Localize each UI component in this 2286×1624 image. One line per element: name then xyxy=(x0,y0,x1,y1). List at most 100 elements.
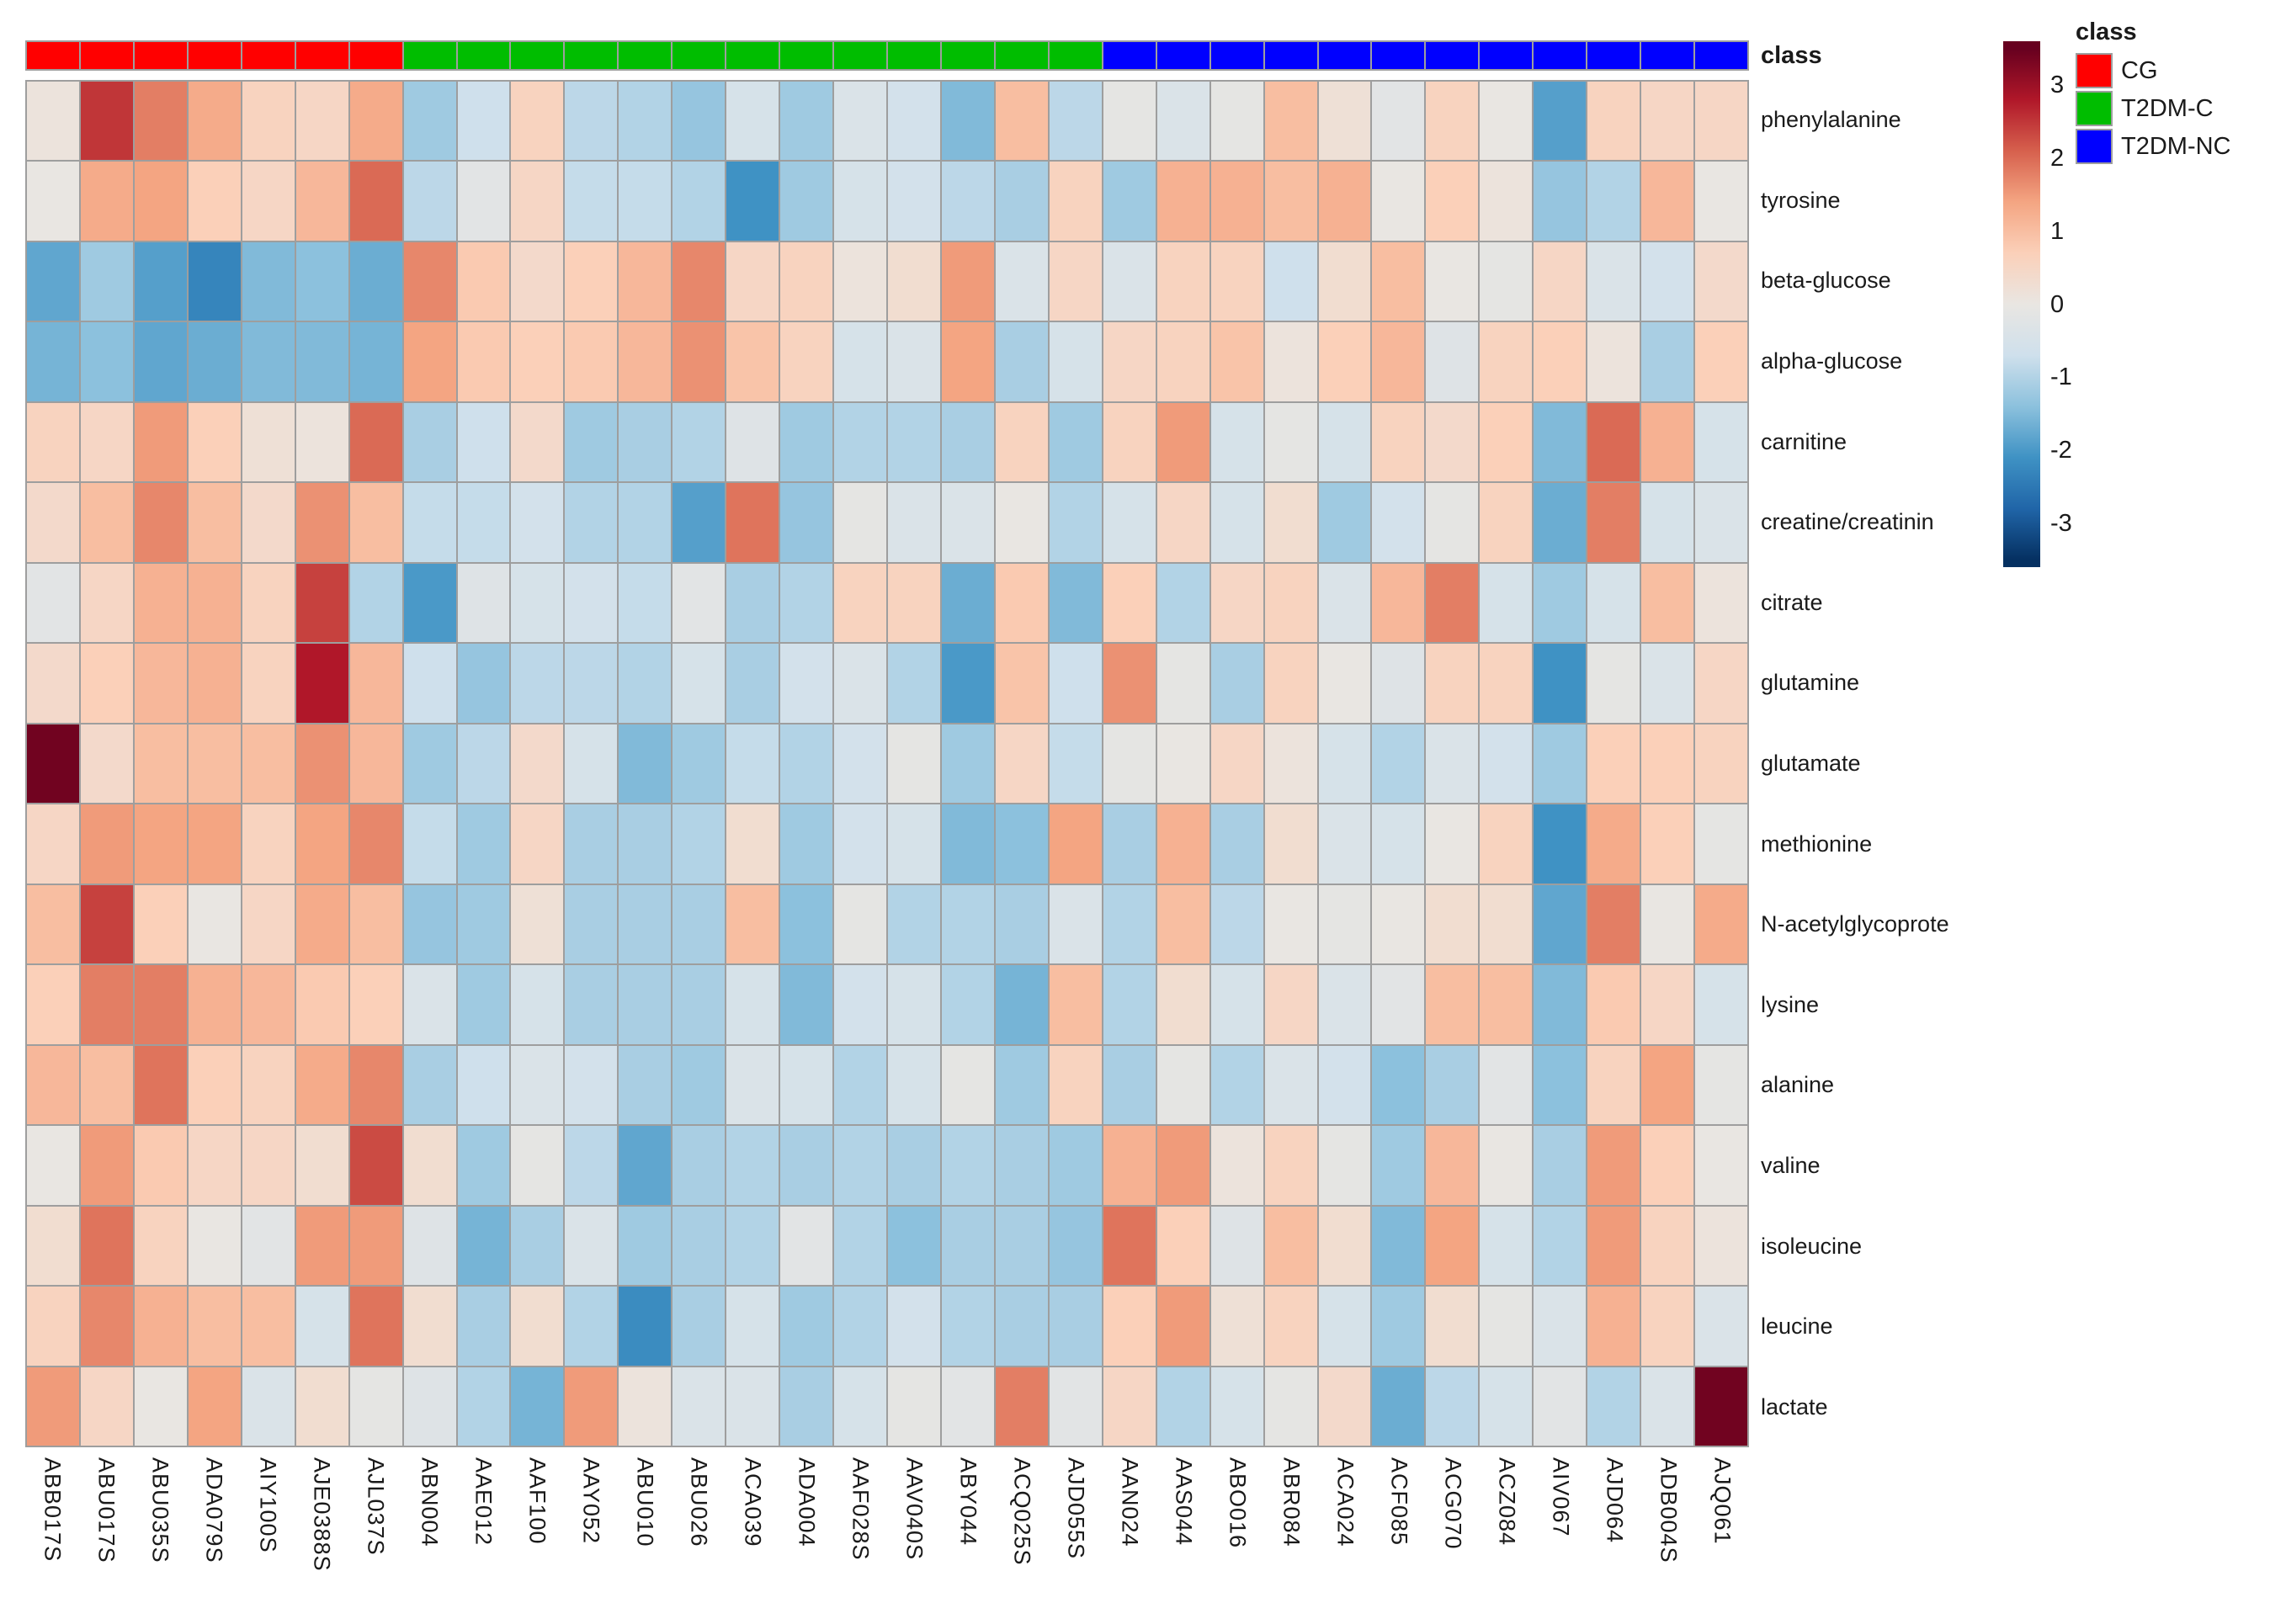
heatmap-cell xyxy=(242,1045,295,1125)
heatmap-cell xyxy=(1156,162,1209,241)
heatmap-cell xyxy=(1587,965,1640,1044)
heatmap-cell xyxy=(780,563,833,643)
heatmap-cell xyxy=(726,402,779,482)
heatmap-cell xyxy=(834,162,886,241)
annotation-cell-AIY100S xyxy=(242,42,295,69)
column-label-slot: ACG070 xyxy=(1426,1457,1480,1572)
row-label: phenylalanine xyxy=(1761,107,1901,133)
heatmap-cell xyxy=(995,563,1048,643)
heatmap-cell xyxy=(1695,804,1747,884)
heatmap-cell xyxy=(80,241,133,321)
heatmap-cell xyxy=(1426,1367,1479,1446)
heatmap-cell xyxy=(1641,82,1694,161)
heatmap-cell xyxy=(1264,82,1317,161)
heatmap-cell xyxy=(27,1287,79,1366)
heatmap-cell xyxy=(726,1287,779,1366)
colorbar-tick: -1 xyxy=(2050,364,2072,391)
heatmap-cell xyxy=(27,1045,79,1125)
column-label-slot: AAV040S xyxy=(887,1457,941,1572)
heatmap-cell xyxy=(242,1367,295,1446)
heatmap-cell xyxy=(1049,1287,1102,1366)
heatmap-cell xyxy=(1587,1126,1640,1205)
heatmap-cell xyxy=(1210,162,1263,241)
heatmap-cell xyxy=(1318,1287,1371,1366)
heatmap-cell xyxy=(511,804,564,884)
heatmap-cell xyxy=(780,241,833,321)
heatmap-cell xyxy=(403,1287,456,1366)
heatmap-cell xyxy=(1156,1367,1209,1446)
heatmap-cell xyxy=(295,1045,348,1125)
heatmap-cell xyxy=(941,322,994,401)
heatmap-cell xyxy=(673,241,726,321)
heatmap-cell xyxy=(619,1287,672,1366)
heatmap-cell xyxy=(619,402,672,482)
heatmap-cell xyxy=(134,1367,187,1446)
heatmap-cell xyxy=(1426,563,1479,643)
heatmap-cell xyxy=(565,322,618,401)
column-label: AAF028S xyxy=(848,1457,874,1561)
heatmap-cell xyxy=(1156,965,1209,1044)
heatmap-cell xyxy=(888,804,940,884)
annotation-cell-ADB004S xyxy=(1641,42,1694,69)
heatmap-cell xyxy=(565,1126,618,1205)
column-label: ACA039 xyxy=(740,1457,766,1547)
column-label: ACG070 xyxy=(1440,1457,1466,1550)
heatmap-cell xyxy=(995,644,1048,723)
heatmap-cell xyxy=(619,563,672,643)
row-label: glutamine xyxy=(1761,670,1860,696)
heatmap-cell xyxy=(1372,483,1425,562)
heatmap-cell xyxy=(27,965,79,1044)
heatmap-cell xyxy=(403,1045,456,1125)
heatmap-cell xyxy=(403,1206,456,1286)
heatmap-cell xyxy=(673,644,726,723)
class-legend-row: CG xyxy=(2076,53,2231,88)
heatmap-cell xyxy=(941,724,994,804)
heatmap-cell xyxy=(1480,1206,1533,1286)
heatmap-cell xyxy=(1318,1367,1371,1446)
column-label-slot: ABY044 xyxy=(941,1457,995,1572)
heatmap-cell xyxy=(1318,402,1371,482)
heatmap-cell xyxy=(780,1045,833,1125)
heatmap-cell xyxy=(726,162,779,241)
heatmap-cell xyxy=(295,884,348,964)
heatmap-cell xyxy=(27,241,79,321)
heatmap-cell xyxy=(1049,965,1102,1044)
heatmap-cell xyxy=(1372,402,1425,482)
heatmap-cell xyxy=(1480,1045,1533,1125)
column-label: AIY100S xyxy=(255,1457,281,1553)
heatmap-cell xyxy=(80,1367,133,1446)
heatmap-cell xyxy=(27,1367,79,1446)
heatmap-cell xyxy=(1210,322,1263,401)
heatmap-cell xyxy=(1318,1045,1371,1125)
heatmap-cell xyxy=(1372,82,1425,161)
annotation-cell-AAF028S xyxy=(834,42,886,69)
heatmap-cell xyxy=(188,1287,241,1366)
annotation-cell-ADA004 xyxy=(780,42,833,69)
column-label-slot: AJQ061 xyxy=(1695,1457,1749,1572)
heatmap-cell xyxy=(134,483,187,562)
heatmap-cell xyxy=(834,402,886,482)
heatmap-cell xyxy=(295,563,348,643)
heatmap-cell xyxy=(403,162,456,241)
heatmap-cell xyxy=(457,162,510,241)
heatmap-cell xyxy=(27,644,79,723)
heatmap-cell xyxy=(619,644,672,723)
heatmap-cell xyxy=(1049,804,1102,884)
heatmap-cell xyxy=(1049,82,1102,161)
heatmap-cell xyxy=(1103,82,1156,161)
heatmap-cell xyxy=(1318,1126,1371,1205)
colorbar-tick: 1 xyxy=(2050,217,2065,245)
heatmap-cell xyxy=(1534,402,1587,482)
heatmap-cell xyxy=(565,644,618,723)
column-label: AAN024 xyxy=(1117,1457,1143,1547)
colorbar-tick: 0 xyxy=(2050,290,2065,318)
heatmap-cell xyxy=(134,724,187,804)
heatmap-cell xyxy=(1534,804,1587,884)
heatmap-cell xyxy=(941,804,994,884)
heatmap-cell xyxy=(941,1126,994,1205)
heatmap-cell xyxy=(295,724,348,804)
heatmap-cell xyxy=(1480,82,1533,161)
heatmap-cell xyxy=(188,1045,241,1125)
heatmap-cell xyxy=(1049,563,1102,643)
column-label-slot: AJL037S xyxy=(348,1457,402,1572)
